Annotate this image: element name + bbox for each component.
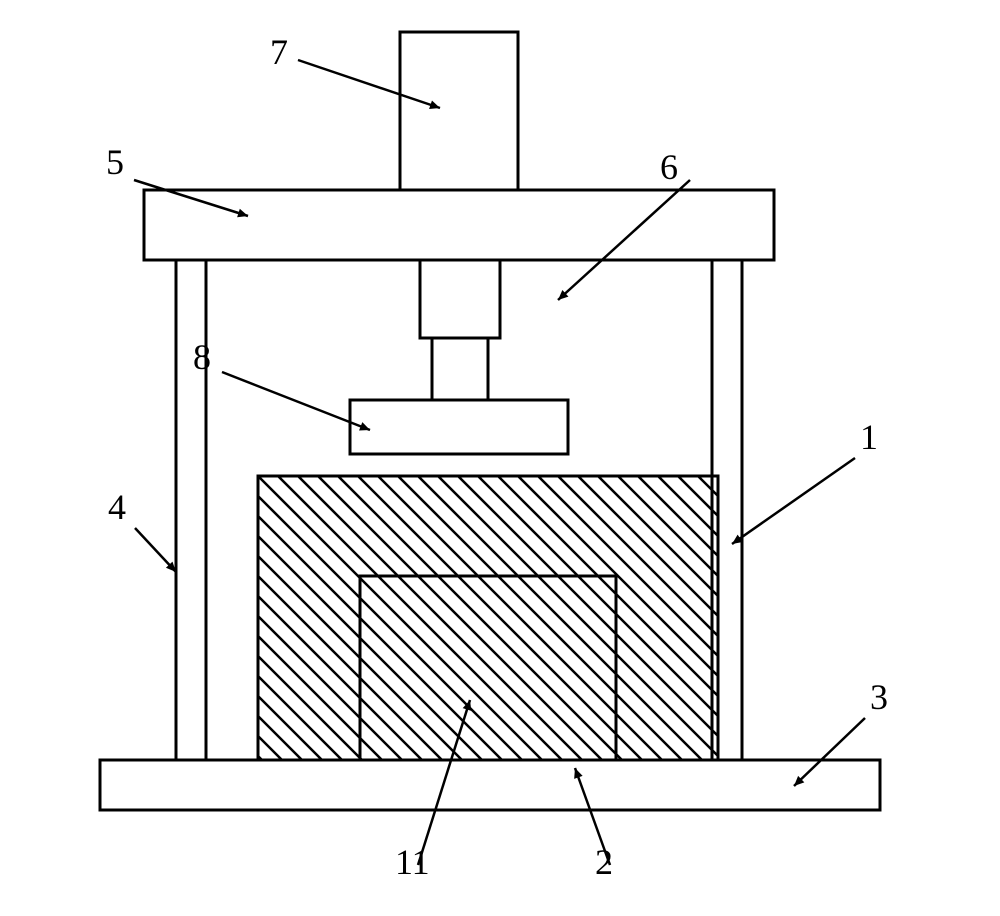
callout-label-5: 5 [106, 141, 124, 183]
leader-line [222, 372, 370, 430]
callout-label-7: 7 [270, 31, 288, 73]
diagram-canvas [0, 0, 1000, 916]
part-top_beam [144, 190, 774, 260]
part-shaft_lo [432, 338, 488, 400]
part-base-front [100, 760, 880, 810]
callout-label-3: 3 [870, 676, 888, 718]
part-plate [350, 400, 568, 454]
callout-label-11: 11 [395, 841, 430, 883]
callout-label-1: 1 [860, 416, 878, 458]
callout-label-6: 6 [660, 146, 678, 188]
part-motor_top [400, 32, 518, 190]
part-die-cavity [360, 576, 616, 760]
part-leg_left [176, 260, 206, 760]
callout-label-8: 8 [193, 336, 211, 378]
part-shaft_up [420, 260, 500, 338]
callout-label-4: 4 [108, 486, 126, 528]
leader-line [732, 458, 855, 544]
callout-label-2: 2 [595, 841, 613, 883]
